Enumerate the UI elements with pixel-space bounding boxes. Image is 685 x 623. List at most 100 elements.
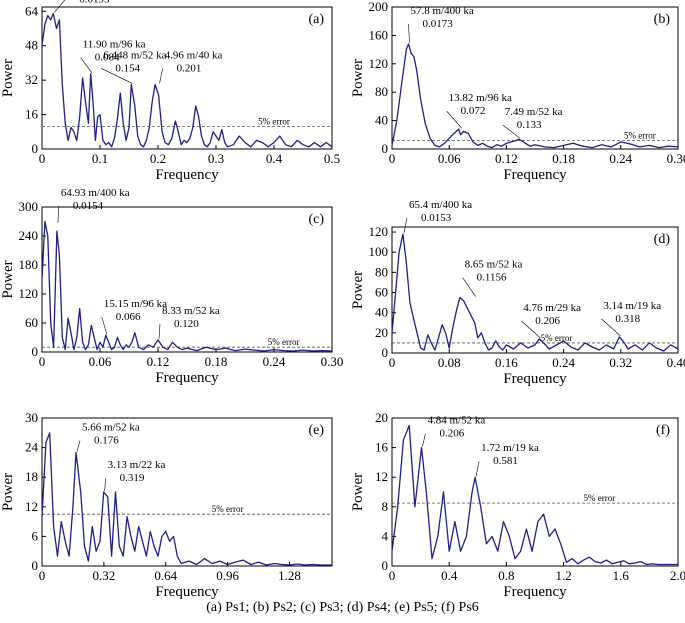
plot-frame [41,206,333,353]
x-tick-label: 0 [389,151,396,166]
error-label: 5% error [268,337,300,347]
annotation-leader [422,433,426,447]
annotation-frequency: 0.072 [461,105,486,117]
annotation-frequency: 0.206 [439,428,464,440]
spectrum-line [391,233,679,352]
annotation-period: 8.65 m/52 ka [465,259,523,271]
annotation-period: 4.76 m/29 ka [523,302,581,314]
figure-caption: (a) Ps1; (b) Ps2; (c) Ps3; (d) Ps4; (e) … [206,600,479,615]
y-tick-label: 0 [32,141,39,156]
annotation-period: 4.84 m/52 ka [427,415,485,427]
x-tick-label: 0.1 [92,151,108,166]
panel-label: (d) [654,232,671,247]
y-tick-label: 160 [369,27,389,42]
error-label: 5% error [258,116,290,126]
spectrum-line [41,432,332,566]
x-tick-label: 0.32 [609,355,632,370]
annotation-leader [104,477,106,492]
y-tick-label: 120 [369,56,389,71]
annotation-frequency: 0.0154 [73,200,104,212]
x-tick-label: 0.4 [441,568,458,583]
spectrum-line [391,424,678,566]
x-tick-label: 0.3 [208,151,224,166]
annotation-period: 8.33 m/52 ka [162,305,220,317]
x-axis-label: Frequency [155,370,219,386]
x-tick-label: 0 [389,355,396,370]
annotation-leader [408,23,410,43]
annotation-frequency: 0.581 [493,455,518,467]
x-tick-label: 0.16 [495,355,518,370]
plot-frame [391,6,679,150]
x-tick-label: 1.2 [555,568,571,583]
annotation-frequency: 0.1156 [477,272,507,284]
annotation-frequency: 0.0173 [422,18,453,30]
y-tick-label: 30 [25,410,38,425]
x-axis-label: Frequency [503,167,567,183]
plot-frame [41,417,333,567]
annotation-frequency: 0.318 [615,313,640,325]
y-tick-label: 120 [369,224,389,239]
annotation-frequency: 0.0153 [421,212,452,224]
y-tick-label: 60 [375,285,388,300]
annotation-frequency: 0.176 [94,435,119,447]
annotation-period: 15.15 m/96 ka [104,298,167,310]
y-tick-label: 0 [32,558,39,573]
annotation-leader [76,440,81,452]
y-tick-label: 64 [25,3,39,18]
x-tick-label: 0 [39,568,46,583]
annotation-period: 6.448 m/52 ka [103,49,166,61]
annotation-leader [80,57,92,73]
x-tick-label: 0.40 [667,355,685,370]
x-tick-label: 0.24 [609,151,632,166]
x-tick-label: 1.28 [278,568,301,583]
y-tick-label: 40 [375,113,388,128]
annotation-leader [475,461,480,477]
annotation-frequency: 0.120 [174,318,199,330]
annotation-frequency: 0.319 [120,472,145,484]
y-axis-label: Power [350,473,366,511]
y-tick-label: 60 [25,315,38,330]
x-tick-label: 0.18 [552,151,575,166]
y-tick-label: 24 [25,440,39,455]
x-tick-label: 0.5 [324,151,340,166]
x-axis-label: Frequency [155,167,219,183]
y-tick-label: 0 [382,141,389,156]
x-tick-label: 0.32 [92,568,115,583]
annotation-frequency: 0.0195 [79,0,110,5]
x-tick-label: 0 [389,568,396,583]
x-tick-label: 0.06 [89,354,112,369]
annotation-period: 3.13 m/22 ka [108,459,166,471]
annotation-leader [502,124,520,139]
x-axis-label: Frequency [155,584,219,600]
panel-label: (f) [656,423,670,438]
annotation-leader [601,318,621,337]
y-tick-label: 240 [19,228,39,243]
annotation-period: 1.72 m/19 ka [481,442,539,454]
x-tick-label: 0.24 [552,355,575,370]
y-tick-label: 48 [25,38,38,53]
x-tick-label: 0 [39,354,46,369]
x-tick-label: 0.30 [667,151,685,166]
chart-panel-5: 0 0.32 0.64 0.96 1.28 0 6 12 18 24 30 Frequency Powe… [0,410,333,600]
chart-panel-6: 0 0.4 0.8 1.2 1.6 2.0 0 4 8 12 16 20 Frequency Power (… [350,410,685,600]
annotation-frequency: 0.066 [116,311,141,323]
x-tick-label: 0 [39,151,46,166]
x-tick-label: 0.30 [321,354,344,369]
annotation-period: 5.66 m/52 ka [82,422,140,434]
y-tick-label: 80 [375,264,388,279]
annotation-frequency: 0.154 [115,62,140,74]
chart-panel-2: 0 0.06 0.12 0.18 0.24 0.30 0 40 80 120 160 200 Frequ… [350,0,685,183]
x-tick-label: 2.0 [670,568,685,583]
y-tick-label: 12 [25,499,38,514]
y-tick-label: 300 [19,199,39,214]
spectrum-line [41,12,333,148]
x-tick-label: 0.12 [495,151,518,166]
annotation-period: 3.14 m/19 ka [603,300,661,312]
y-tick-label: 0 [382,558,389,573]
y-tick-label: 200 [369,0,389,14]
x-tick-label: 0.24 [263,354,286,369]
y-tick-label: 32 [25,72,38,87]
y-tick-label: 120 [19,286,39,301]
annotation-leader [159,68,163,84]
